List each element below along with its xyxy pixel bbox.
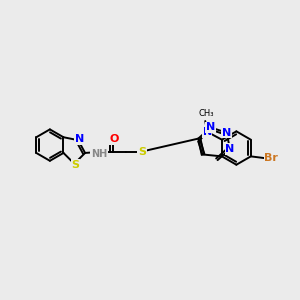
Text: O: O bbox=[110, 134, 119, 144]
Text: N: N bbox=[202, 127, 212, 137]
Text: CH₃: CH₃ bbox=[199, 109, 214, 118]
Text: N: N bbox=[222, 128, 231, 138]
Text: NH: NH bbox=[91, 149, 107, 159]
Text: N: N bbox=[206, 122, 215, 133]
Text: S: S bbox=[71, 160, 79, 170]
Text: Br: Br bbox=[265, 153, 278, 163]
Text: N: N bbox=[225, 144, 235, 154]
Text: N: N bbox=[75, 134, 84, 144]
Text: S: S bbox=[138, 147, 146, 157]
